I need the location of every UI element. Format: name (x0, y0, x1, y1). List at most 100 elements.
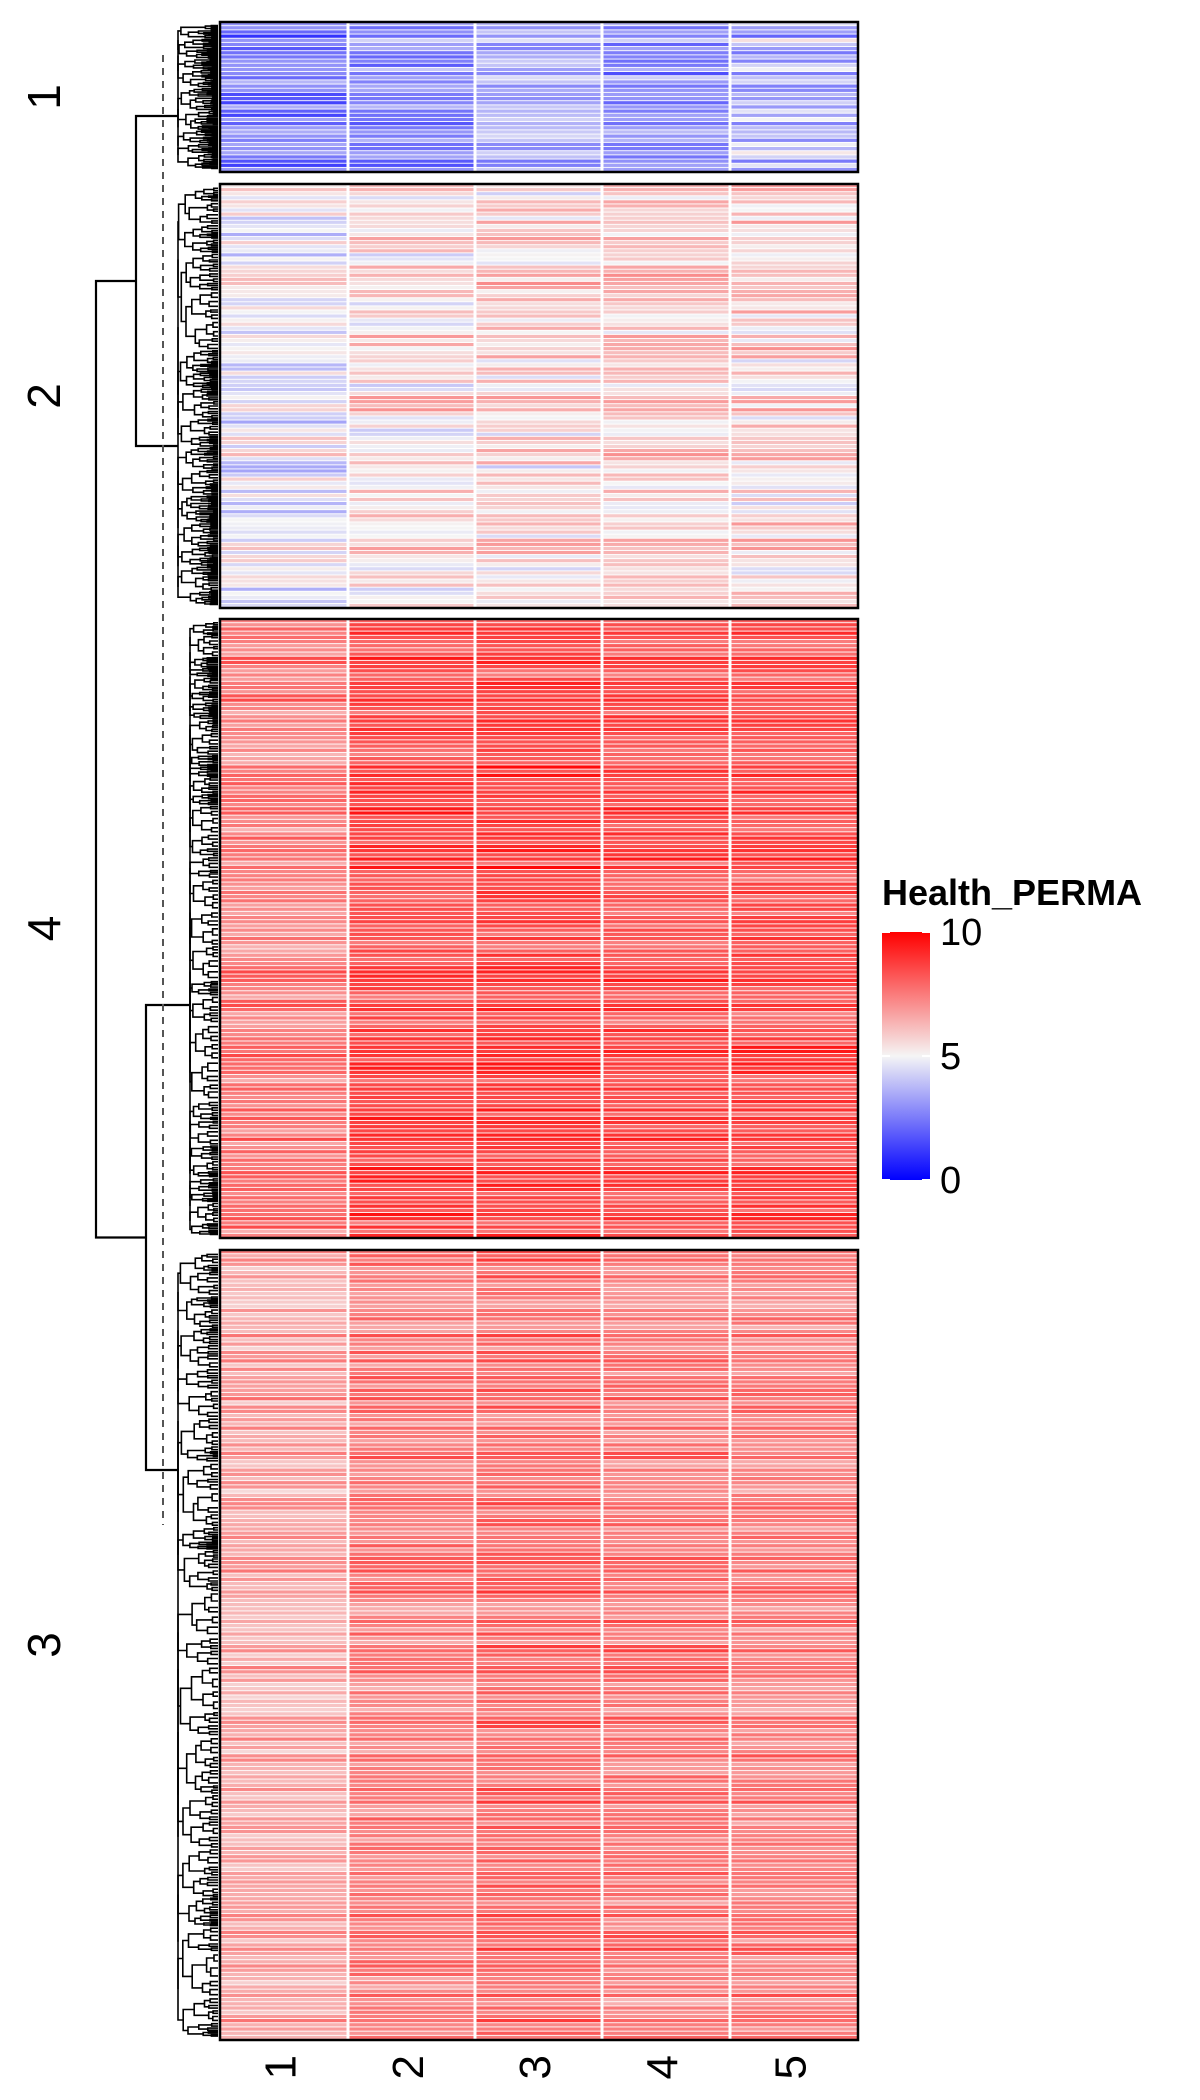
heatmap-cell (602, 932, 730, 936)
heatmap-cell (602, 849, 730, 853)
heatmap-cell (475, 978, 602, 982)
heatmap-cell (348, 1598, 475, 1603)
heatmap-cell (475, 890, 602, 895)
heatmap-cell (348, 126, 475, 130)
dendrogram-branch (207, 518, 218, 521)
heatmap-cell (602, 1355, 730, 1359)
heatmap-cell (475, 559, 602, 563)
dendrogram-branch (209, 1304, 218, 1309)
dendrogram-branch (204, 1758, 214, 1767)
heatmap-cell (602, 1037, 730, 1041)
heatmap-cell (348, 1594, 475, 1598)
heatmap-cell (602, 844, 730, 849)
heatmap-cell (220, 1120, 348, 1125)
heatmap-cell (602, 945, 730, 949)
heatmap-cell (730, 1413, 858, 1418)
heatmap-cell (348, 1502, 475, 1506)
heatmap-cell (220, 122, 348, 126)
dendrogram-branch (206, 225, 218, 230)
heatmap-cell (475, 575, 602, 579)
dendrogram-branch (207, 667, 218, 671)
heatmap-cell (730, 1548, 858, 1552)
heatmap-cell (602, 1104, 730, 1108)
heatmap-cell (602, 105, 730, 109)
heatmap-cell (475, 281, 602, 286)
heatmap-cell (475, 1342, 602, 1346)
dendrogram-branch (209, 447, 218, 451)
heatmap-cell (220, 534, 348, 538)
heatmap-cell (348, 1033, 475, 1037)
heatmap-cell (730, 375, 858, 379)
dendrogram-branch (211, 1379, 218, 1384)
heatmap-cell (348, 1116, 475, 1120)
heatmap-cell (220, 1623, 348, 1628)
heatmap-cell (730, 506, 858, 510)
heatmap-cell (602, 1678, 730, 1682)
heatmap-cell (220, 1905, 348, 1909)
heatmap-cell (475, 1632, 602, 1636)
heatmap-cell (475, 715, 602, 719)
heatmap-cell (220, 1112, 348, 1116)
dendrogram-branch (208, 1866, 218, 1871)
heatmap-cell (602, 579, 730, 583)
heatmap-cell (475, 765, 602, 769)
dendrogram-branch (210, 1650, 218, 1656)
heatmap-cell (475, 151, 602, 155)
dendrogram-branch (212, 372, 218, 375)
heatmap-cell (475, 1913, 602, 1918)
heatmap-cell (475, 489, 602, 493)
dendrogram-branch (211, 1616, 218, 1624)
heatmap-cell (730, 518, 858, 522)
heatmap-cell (602, 1909, 730, 1914)
heatmap-cell (730, 832, 858, 836)
heatmap-cell (220, 1099, 348, 1104)
heatmap-cell (348, 1880, 475, 1884)
heatmap-cell (475, 587, 602, 591)
heatmap-cell (220, 1229, 348, 1233)
heatmap-cell (475, 1409, 602, 1413)
heatmap-cell (602, 1615, 730, 1619)
dendrogram-branch (208, 1424, 218, 1430)
heatmap-cell (475, 1212, 602, 1217)
heatmap-cell (602, 1602, 730, 1607)
heatmap-cell (220, 681, 348, 686)
dendrogram-branch (211, 387, 218, 391)
dendrogram-branch (210, 1593, 218, 1602)
heatmap-cell (348, 819, 475, 824)
heatmap-cell (348, 38, 475, 42)
dendrogram-branch (207, 73, 218, 77)
heatmap-cell (220, 2002, 348, 2006)
heatmap-cell (220, 1724, 348, 1729)
dendrogram-branch (213, 1284, 218, 1289)
heatmap-cell (730, 1619, 858, 1624)
heatmap-cell (730, 1737, 858, 1741)
heatmap-cell (602, 1888, 730, 1893)
heatmap-cell (602, 1997, 730, 2002)
dendrogram-branch (211, 153, 218, 157)
heatmap-cell (602, 375, 730, 379)
heatmap-cell (348, 878, 475, 882)
legend-tick-label: 0 (940, 1160, 961, 1202)
heatmap-cell (220, 966, 348, 970)
heatmap-cell (348, 518, 475, 522)
heatmap-cell (475, 1464, 602, 1468)
heatmap-cell (602, 1913, 730, 1918)
heatmap-cell (475, 1041, 602, 1045)
heatmap-cell (348, 294, 475, 298)
heatmap-cell (730, 1447, 858, 1451)
heatmap-cell (348, 1783, 475, 1787)
heatmap-cell (348, 1342, 475, 1346)
heatmap-cell (348, 30, 475, 34)
heatmap-cell (475, 245, 602, 249)
heatmap-cell (730, 1212, 858, 1217)
heatmap-cell (475, 208, 602, 212)
heatmap-cell (348, 310, 475, 314)
heatmap-cell (348, 1166, 475, 1171)
heatmap-cell (348, 1930, 475, 1935)
dendrogram-branch (202, 1693, 214, 1707)
heatmap-cell (730, 51, 858, 55)
heatmap-cell (730, 2018, 858, 2023)
heatmap-cell (730, 277, 858, 281)
heatmap-cell (730, 1602, 858, 1607)
heatmap-cell (220, 1003, 348, 1008)
